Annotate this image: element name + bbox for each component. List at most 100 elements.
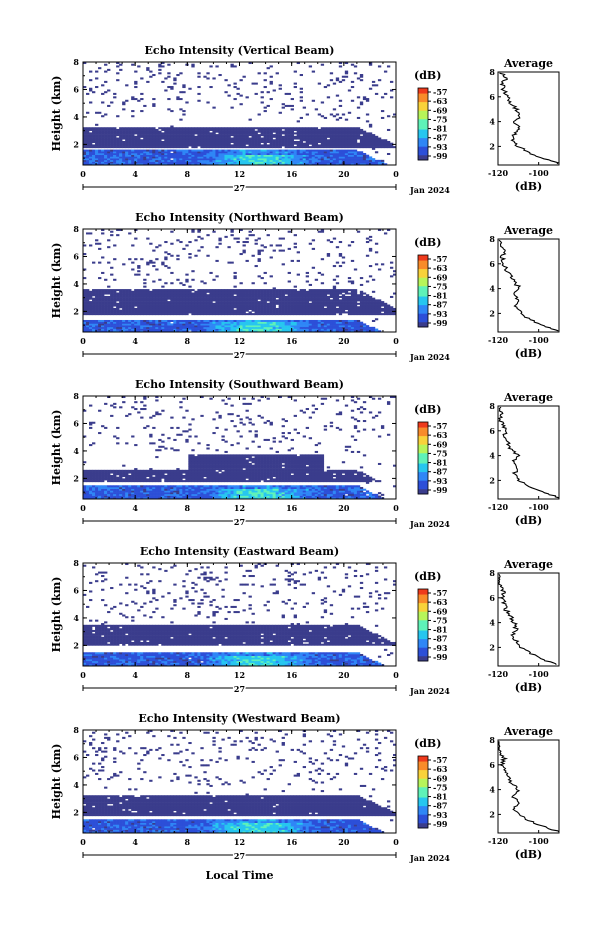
- heatmap-cell: [320, 302, 325, 305]
- heatmap-cell: [266, 163, 270, 166]
- heatmap-cell: [359, 135, 364, 138]
- heatmap-cell: [218, 304, 222, 307]
- heatmap-cell: [359, 139, 364, 142]
- heatmap-cell: [314, 313, 319, 316]
- heatmap-cell: [125, 323, 129, 326]
- heatmap-cell: [206, 323, 210, 326]
- heatmap-cell: [323, 159, 328, 162]
- heatmap-cell: [341, 113, 346, 116]
- heatmap-cell: [308, 326, 313, 329]
- heatmap-cell: [269, 130, 273, 133]
- heatmap-cell: [161, 263, 165, 266]
- heatmap-cell: [308, 330, 313, 333]
- heatmap-cell: [206, 154, 210, 157]
- heatmap-cell: [218, 130, 222, 133]
- heatmap-cell: [245, 156, 249, 159]
- heatmap-cell: [314, 134, 319, 137]
- heatmap-cell: [137, 302, 141, 305]
- heatmap-cell: [242, 146, 246, 149]
- heatmap-cell: [218, 161, 222, 164]
- heatmap-cell: [182, 84, 186, 87]
- heatmap-cell: [107, 139, 111, 142]
- heatmap-cell: [173, 154, 177, 157]
- heatmap-cell: [278, 306, 282, 309]
- heatmap-cell: [362, 134, 367, 137]
- heatmap-cell: [365, 326, 370, 329]
- heatmap-cell: [278, 307, 282, 310]
- heatmap-cell: [332, 302, 337, 305]
- heatmap-cell: [203, 132, 207, 135]
- heatmap-cell: [239, 253, 243, 256]
- heatmap-cell: [188, 135, 192, 138]
- heatmap-cell: [86, 313, 90, 316]
- heatmap-cell: [242, 294, 246, 297]
- heatmap-cell: [149, 127, 153, 130]
- heatmap-cell: [314, 158, 319, 161]
- heatmap-cell: [323, 144, 328, 147]
- heatmap-cell: [269, 152, 273, 155]
- heatmap-cell: [113, 128, 117, 131]
- heatmap-cell: [278, 137, 282, 140]
- heatmap-cell: [263, 289, 267, 292]
- heatmap-cell: [341, 261, 346, 264]
- heatmap-cell: [293, 163, 297, 166]
- heatmap-cell: [125, 307, 129, 310]
- heatmap-cell: [317, 137, 322, 140]
- colorbar-swatch: [418, 294, 428, 297]
- heatmap-cell: [167, 75, 171, 78]
- heatmap-cell: [167, 323, 171, 326]
- heatmap-cell: [392, 311, 397, 314]
- heatmap-cell: [188, 159, 192, 162]
- heatmap-cell: [89, 297, 93, 300]
- heatmap-cell: [155, 152, 159, 155]
- heatmap-cell: [320, 128, 325, 131]
- heatmap-cell: [362, 159, 367, 162]
- heatmap-cell: [314, 294, 319, 297]
- heatmap-cell: [155, 158, 159, 161]
- heatmap-cell: [296, 306, 300, 309]
- heatmap-cell: [200, 292, 204, 295]
- heatmap-cell: [89, 154, 93, 157]
- heatmap-cell: [119, 163, 123, 166]
- heatmap-cell: [287, 301, 291, 304]
- heatmap-cell: [149, 292, 153, 295]
- heatmap-cell: [257, 127, 261, 130]
- heatmap-cell: [224, 295, 228, 298]
- heatmap-cell: [134, 321, 138, 324]
- heatmap-cell: [251, 130, 255, 133]
- heatmap-cell: [95, 313, 99, 316]
- heatmap-cell: [173, 82, 177, 85]
- heatmap-cell: [161, 132, 165, 135]
- heatmap-cell: [314, 301, 319, 304]
- heatmap-cell: [362, 130, 367, 133]
- heatmap-cell: [107, 301, 111, 304]
- heatmap-cell: [344, 158, 349, 161]
- heatmap-cell: [161, 313, 165, 316]
- heatmap-cell: [368, 247, 373, 250]
- heatmap-cell: [197, 306, 201, 309]
- heatmap-cell: [326, 130, 331, 133]
- heatmap-cell: [371, 319, 376, 322]
- heatmap-cell: [143, 292, 147, 295]
- heatmap-cell: [158, 313, 162, 316]
- heatmap-cell: [104, 330, 108, 333]
- heatmap-cell: [392, 146, 397, 149]
- heatmap-cell: [254, 313, 258, 316]
- heatmap-cell: [131, 137, 135, 140]
- heatmap-cell: [233, 295, 237, 298]
- heatmap-cell: [113, 127, 117, 130]
- heatmap-cell: [161, 326, 165, 329]
- heatmap-cell: [314, 156, 319, 159]
- heatmap-cell: [113, 299, 117, 302]
- heatmap-cell: [185, 307, 189, 310]
- heatmap-cell: [254, 294, 258, 297]
- heatmap-cell: [368, 299, 373, 302]
- heatmap-cell: [227, 295, 231, 298]
- heatmap-cell: [137, 152, 141, 155]
- heatmap-cell: [209, 304, 213, 307]
- heatmap-cell: [107, 144, 111, 147]
- heatmap-cell: [347, 139, 352, 142]
- heatmap-cell: [266, 152, 270, 155]
- heatmap-cell: [287, 132, 291, 135]
- heatmap-cell: [365, 161, 370, 164]
